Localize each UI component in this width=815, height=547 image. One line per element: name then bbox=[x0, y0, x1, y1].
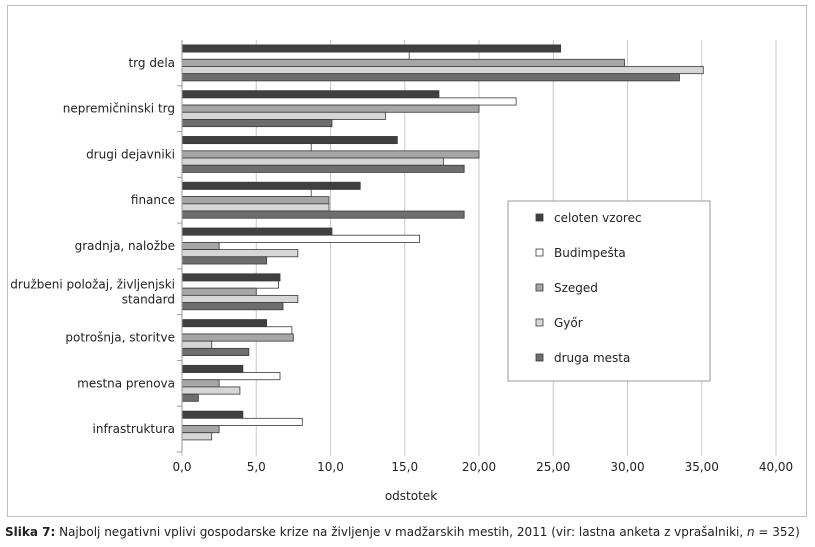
x-tick-label: 20,00 bbox=[462, 460, 496, 474]
bar bbox=[181, 150, 480, 159]
x-tick-label: 0,0 bbox=[172, 460, 191, 474]
bar bbox=[181, 287, 257, 296]
category-label: nepremičninski trg bbox=[63, 102, 175, 116]
bar bbox=[181, 347, 250, 356]
chart-frame bbox=[7, 5, 807, 517]
legend-swatch bbox=[535, 283, 544, 292]
category-label: potrošnja, storitve bbox=[65, 331, 175, 345]
bar bbox=[181, 51, 410, 60]
category-labels: trg dela nepremičninski trg drugi dejavnik… bbox=[10, 56, 175, 436]
bar bbox=[181, 119, 333, 128]
bar bbox=[181, 203, 330, 212]
figure-caption: Slika 7: Najbolj negativni vplivi gospod… bbox=[5, 525, 810, 539]
x-tick-label: 15,0 bbox=[391, 460, 418, 474]
legend-label: celoten vzorec bbox=[554, 211, 642, 225]
legend-label: Győr bbox=[554, 316, 583, 330]
bar bbox=[181, 66, 704, 75]
bar bbox=[181, 319, 268, 328]
x-tick-labels: 0,0 5,0 10,0 15,0 20,00 25,00 30,00 35,00 40,00 bbox=[172, 460, 793, 474]
bar bbox=[181, 58, 625, 67]
bar bbox=[181, 164, 465, 173]
bar bbox=[181, 227, 333, 236]
bar bbox=[181, 326, 293, 335]
category-label: družbeni položaj, življenjski bbox=[10, 277, 175, 291]
bar bbox=[181, 111, 386, 120]
bar bbox=[181, 256, 268, 265]
category-label: mestna prenova bbox=[77, 376, 175, 390]
bar bbox=[181, 189, 312, 198]
bar bbox=[181, 372, 281, 381]
bar bbox=[181, 294, 299, 303]
bar bbox=[181, 417, 303, 426]
x-tick-label: 40,00 bbox=[759, 460, 793, 474]
bar bbox=[181, 73, 680, 82]
caption-label: Slika 7: bbox=[5, 525, 56, 539]
bar bbox=[181, 280, 279, 289]
category-label: drugi dejavniki bbox=[86, 147, 175, 161]
bar bbox=[181, 425, 220, 434]
bar bbox=[181, 210, 465, 219]
bar bbox=[181, 234, 421, 243]
bar bbox=[181, 302, 284, 311]
legend-swatch bbox=[535, 248, 544, 257]
bar bbox=[181, 410, 244, 419]
bar bbox=[181, 90, 440, 99]
x-tick-label: 10,0 bbox=[317, 460, 344, 474]
bar-chart: trg dela nepremičninski trg drugi dejavnik… bbox=[10, 40, 793, 503]
bar bbox=[181, 157, 444, 166]
caption-text-end: = 352) bbox=[754, 525, 800, 539]
bar bbox=[181, 136, 398, 145]
caption-n-symbol: n bbox=[746, 525, 755, 539]
bar bbox=[181, 333, 294, 342]
x-tick-label: 30,00 bbox=[610, 460, 644, 474]
legend-label: Budimpešta bbox=[554, 246, 626, 260]
bar bbox=[181, 104, 480, 113]
category-label: trg dela bbox=[128, 56, 175, 70]
legend-swatch bbox=[535, 353, 544, 362]
bar bbox=[181, 340, 213, 349]
bar bbox=[181, 393, 199, 402]
x-tick-label: 25,00 bbox=[536, 460, 570, 474]
legend: celoten vzorec Budimpešta Szeged Győr druga … bbox=[507, 200, 711, 382]
category-label: finance bbox=[131, 193, 175, 207]
bar bbox=[181, 181, 361, 190]
bar bbox=[181, 273, 281, 282]
bar bbox=[181, 196, 330, 205]
bars bbox=[181, 44, 704, 441]
bar bbox=[181, 364, 244, 373]
category-label: gradnja, naložbe bbox=[75, 239, 175, 253]
x-tick-label: 5,0 bbox=[247, 460, 266, 474]
bar bbox=[181, 386, 241, 395]
bar bbox=[181, 44, 562, 53]
category-label: standard bbox=[122, 292, 175, 306]
category-label: infrastruktura bbox=[93, 422, 176, 436]
legend-label: druga mesta bbox=[554, 351, 630, 365]
x-tick-label: 35,00 bbox=[685, 460, 719, 474]
bar bbox=[181, 249, 299, 258]
bar bbox=[181, 379, 220, 388]
bar bbox=[181, 143, 312, 152]
bar bbox=[181, 432, 213, 441]
x-axis-title: odstotek bbox=[385, 489, 437, 503]
bar bbox=[181, 97, 517, 106]
legend-swatch bbox=[535, 213, 544, 222]
legend-swatch bbox=[535, 318, 544, 327]
bar bbox=[181, 241, 220, 250]
legend-label: Szeged bbox=[554, 281, 598, 295]
caption-text: Najbolj negativni vplivi gospodarske kri… bbox=[55, 525, 747, 539]
